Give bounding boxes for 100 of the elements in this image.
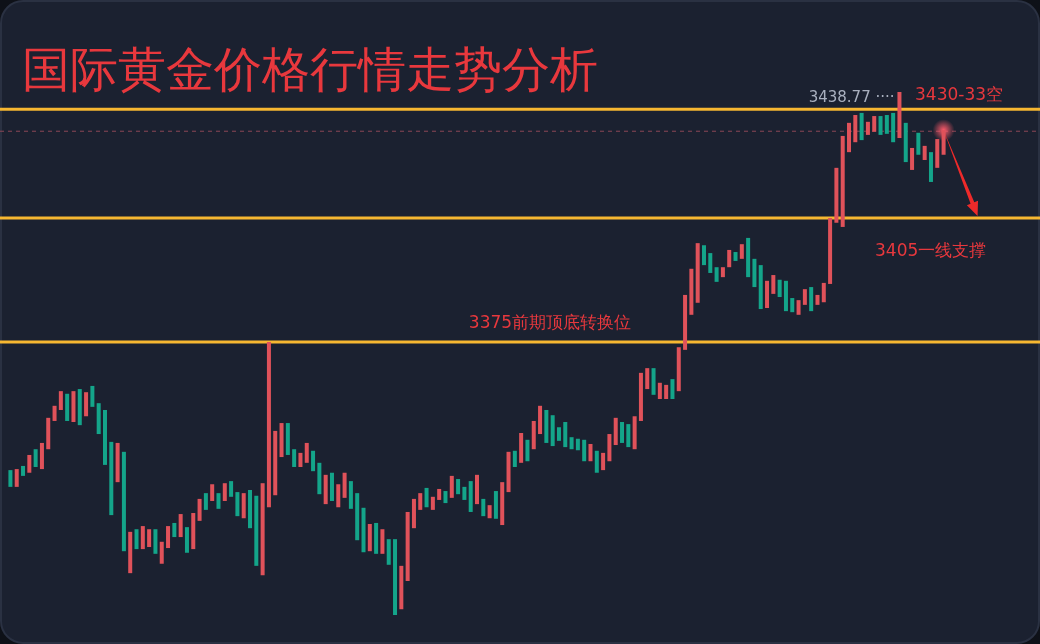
candlestick bbox=[380, 529, 385, 554]
candlestick bbox=[847, 122, 852, 153]
candlestick bbox=[828, 218, 833, 284]
candlestick bbox=[620, 422, 625, 443]
candlestick bbox=[575, 438, 580, 451]
candlestick bbox=[796, 300, 801, 315]
candlestick bbox=[285, 423, 290, 455]
candlestick bbox=[27, 454, 32, 473]
candlestick bbox=[897, 92, 902, 139]
candlestick bbox=[708, 253, 713, 273]
candlestick bbox=[588, 443, 593, 462]
candlestick bbox=[607, 434, 612, 462]
candlestick bbox=[178, 514, 183, 538]
candlestick bbox=[443, 491, 448, 504]
candlestick bbox=[657, 382, 662, 399]
candlestick bbox=[273, 430, 278, 496]
candlestick bbox=[21, 465, 26, 476]
candlestick bbox=[865, 121, 870, 135]
candlestick bbox=[613, 417, 618, 446]
candlestick bbox=[935, 139, 940, 168]
candlestick bbox=[853, 115, 858, 143]
candlestick bbox=[676, 347, 681, 392]
candlestick bbox=[727, 249, 732, 268]
candlestick bbox=[525, 439, 530, 462]
candlestick bbox=[203, 493, 208, 510]
candlestick bbox=[342, 472, 347, 498]
candlestick bbox=[821, 282, 826, 303]
candlestick bbox=[33, 449, 38, 467]
candlestick bbox=[809, 287, 814, 312]
candlestick bbox=[166, 526, 171, 549]
candlestick bbox=[311, 450, 316, 472]
candlestick bbox=[153, 529, 158, 554]
candlestick bbox=[260, 483, 265, 576]
candlestick bbox=[39, 442, 44, 470]
candlestick bbox=[783, 280, 788, 312]
candlestick bbox=[184, 527, 189, 553]
candlestick bbox=[367, 524, 372, 552]
candlestick bbox=[115, 442, 120, 483]
candlestick bbox=[323, 474, 328, 505]
candlestick bbox=[229, 481, 234, 497]
candlestick bbox=[771, 275, 776, 294]
candlestick bbox=[159, 541, 164, 564]
candlestick bbox=[121, 451, 126, 552]
candlestick bbox=[65, 393, 70, 421]
candlestick bbox=[632, 416, 637, 450]
candlestick bbox=[386, 539, 391, 565]
candlestick bbox=[815, 294, 820, 305]
candlestick bbox=[172, 522, 177, 538]
candlestick bbox=[348, 481, 353, 509]
candlestick bbox=[58, 391, 63, 410]
candlestick bbox=[569, 437, 574, 450]
candlestick bbox=[128, 531, 133, 574]
candlestick bbox=[456, 479, 461, 495]
candlestick bbox=[298, 452, 303, 467]
candlestick bbox=[481, 498, 486, 517]
candlestick bbox=[638, 372, 643, 421]
candlestick bbox=[689, 268, 694, 315]
candlestick bbox=[336, 484, 341, 508]
candlestick bbox=[468, 481, 473, 512]
candlestick bbox=[140, 526, 145, 550]
candlestick bbox=[216, 493, 221, 509]
candlestick bbox=[550, 415, 555, 447]
candlestick bbox=[374, 522, 379, 554]
candlestick bbox=[884, 115, 889, 134]
candlestick bbox=[437, 488, 442, 500]
candlestick bbox=[292, 449, 297, 467]
candlestick bbox=[46, 417, 51, 450]
candlestick bbox=[910, 147, 915, 170]
candlestick bbox=[266, 341, 271, 508]
candlestick bbox=[462, 486, 467, 500]
candlestick bbox=[475, 474, 479, 505]
chart-title: 国际黄金价格行情走势分析 bbox=[22, 41, 598, 97]
candlestick bbox=[424, 487, 429, 508]
candlestick bbox=[758, 265, 763, 310]
candlestick bbox=[859, 112, 864, 141]
candlestick bbox=[355, 493, 360, 541]
candlestick bbox=[8, 470, 13, 487]
candlestick bbox=[556, 427, 561, 441]
candlestick bbox=[701, 245, 706, 266]
candlestick bbox=[582, 439, 587, 462]
candlestick bbox=[279, 423, 284, 458]
candlestick bbox=[746, 237, 751, 278]
candlestick bbox=[147, 529, 152, 548]
candlestick bbox=[834, 167, 839, 223]
candlestick bbox=[544, 409, 549, 443]
candlestick bbox=[916, 132, 921, 155]
candlestick bbox=[329, 472, 334, 501]
candlestick bbox=[790, 298, 795, 313]
ref-line-label: 3430-33空 bbox=[915, 84, 1004, 105]
candlestick bbox=[304, 442, 309, 463]
candlestick bbox=[531, 420, 536, 450]
candlestick bbox=[777, 279, 782, 298]
candlestick bbox=[449, 475, 454, 498]
candlestick bbox=[109, 441, 114, 516]
candlestick bbox=[872, 116, 877, 132]
ref-line-label: 3375前期顶底转换位 bbox=[468, 311, 632, 332]
candlestick bbox=[14, 469, 19, 487]
candlestick bbox=[84, 392, 89, 417]
candlestick bbox=[222, 483, 227, 501]
ref-line-label: 3405一线支撑 bbox=[875, 240, 987, 261]
